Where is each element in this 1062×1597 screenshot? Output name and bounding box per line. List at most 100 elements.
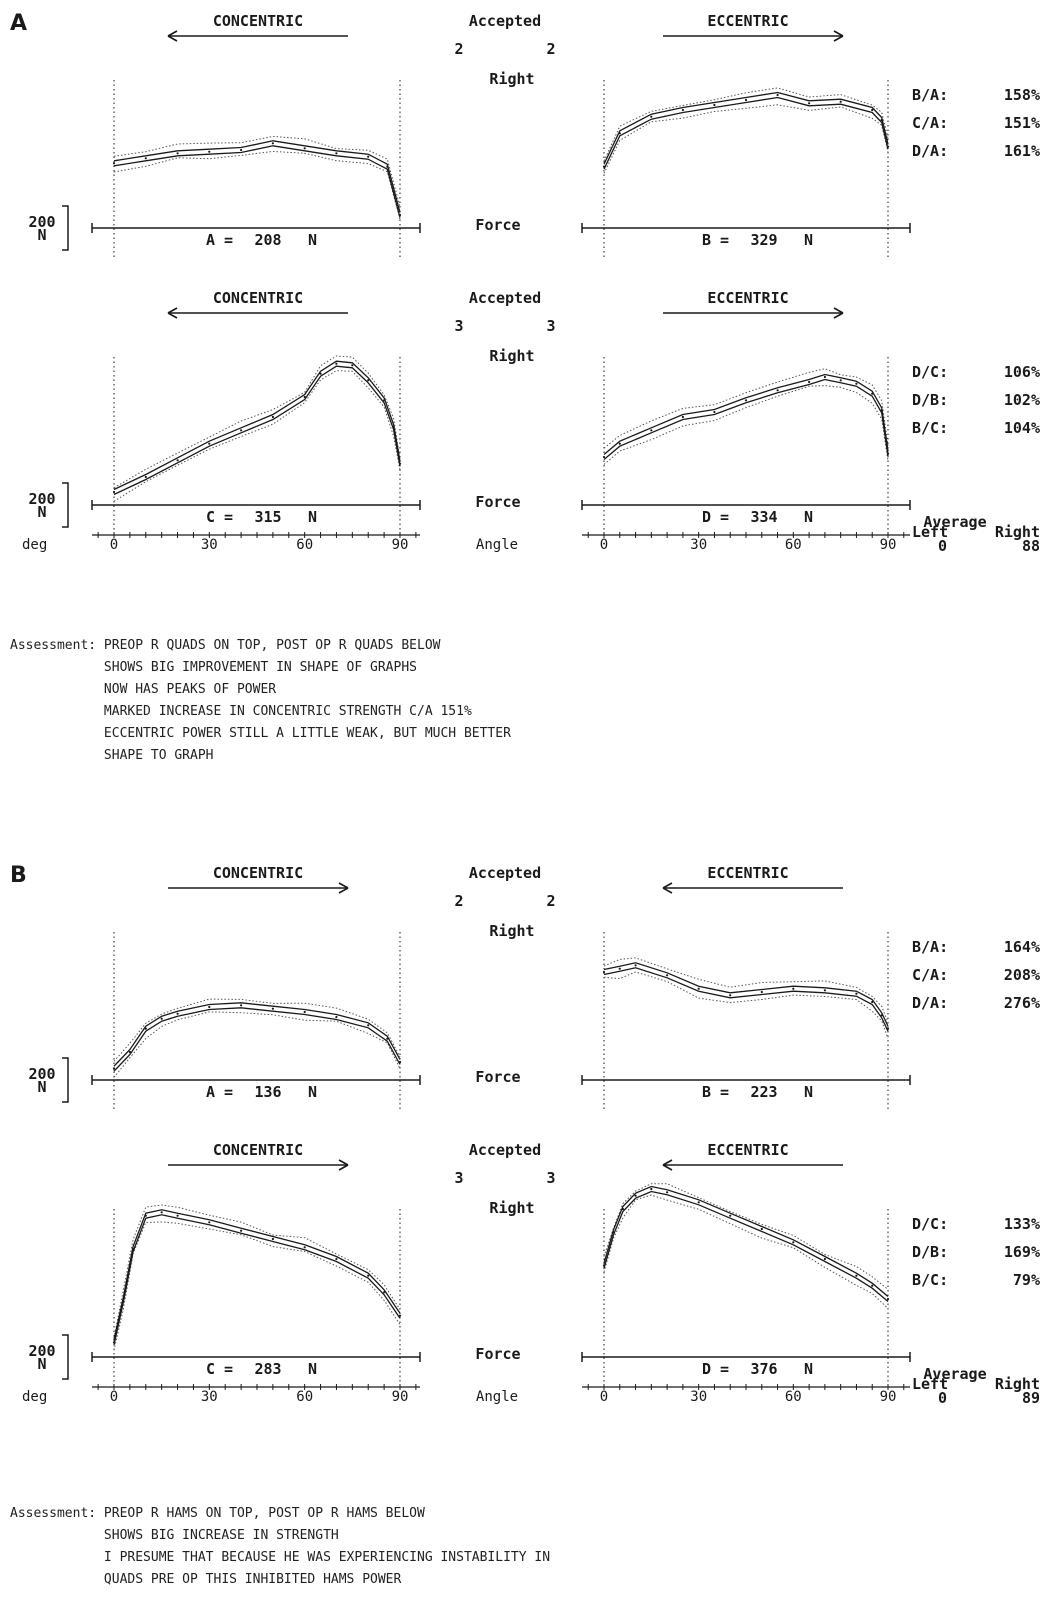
data-point	[650, 429, 653, 432]
data-point	[697, 987, 700, 990]
summary-unit: N	[804, 1360, 813, 1378]
mean-trace	[603, 91, 889, 165]
summary-label: B =	[702, 231, 729, 249]
side-label: Right	[489, 1199, 534, 1217]
data-point	[602, 970, 606, 974]
repetition-trace	[603, 368, 889, 449]
right-direction-arrow	[663, 30, 844, 42]
data-point	[160, 1211, 163, 1214]
average-right-value: 89	[1022, 1389, 1040, 1407]
right-direction-arrow	[662, 882, 843, 894]
mean-trace	[603, 1190, 889, 1302]
average-left-value: 0	[938, 537, 947, 555]
mean-trace	[113, 360, 401, 491]
data-point	[303, 395, 306, 399]
right-header: ECCENTRIC	[707, 289, 788, 307]
right-direction-arrow	[662, 1159, 843, 1171]
summary-label: D =	[702, 508, 729, 526]
data-point	[855, 1274, 858, 1277]
mean-trace	[113, 365, 401, 496]
scale-unit: N	[37, 226, 46, 244]
angle-tick-label: 30	[690, 1389, 707, 1405]
data-point	[618, 967, 621, 970]
summary-value: 283	[254, 1360, 281, 1378]
repetition-trace	[113, 1204, 401, 1338]
plot-b-c: C = 283 N 0 30 60 90	[110, 1204, 409, 1405]
side-label: Right	[489, 922, 534, 940]
left-header: CONCENTRIC	[213, 289, 303, 307]
data-point	[666, 1191, 669, 1194]
assessment-b: Assessment: PREOP R HAMS ON TOP, POST OP…	[10, 1506, 551, 1587]
data-point	[729, 1214, 732, 1217]
data-point	[650, 1187, 653, 1191]
data-point	[880, 409, 883, 412]
plot-b-d: D = 376 N 0 30 60 90	[600, 1183, 896, 1405]
ratio-value: 169%	[1004, 1243, 1040, 1261]
plot-a-a: A = 208 N	[112, 135, 402, 249]
ratio-value: 104%	[1004, 419, 1040, 437]
angle-tick-label: 90	[392, 1389, 409, 1405]
data-point	[144, 1214, 147, 1217]
data-point	[176, 1012, 179, 1015]
mean-trace	[603, 962, 889, 1027]
force-label: Force	[475, 216, 520, 234]
data-point	[386, 165, 389, 168]
data-point	[240, 1229, 243, 1232]
data-point	[871, 1000, 874, 1004]
data-point	[112, 1341, 116, 1344]
data-point	[392, 425, 395, 429]
ratio-name: B/A:	[912, 938, 948, 956]
data-point	[808, 380, 811, 384]
average-title: Average	[923, 1365, 986, 1383]
angle-tick-label: 30	[201, 1389, 218, 1405]
data-point	[855, 382, 858, 385]
average-left-label: Left	[912, 1375, 948, 1393]
summary-value: 334	[750, 508, 777, 526]
accepted-label: Accepted	[469, 864, 541, 882]
mean-trace	[603, 1185, 889, 1297]
data-point	[398, 462, 402, 465]
summary-value: 136	[254, 1083, 281, 1101]
right-direction-arrow	[663, 307, 844, 319]
average-title: Average	[923, 513, 986, 531]
summary-unit: N	[804, 508, 813, 526]
data-point	[760, 1227, 763, 1231]
mean-trace	[113, 1209, 401, 1340]
data-point	[792, 1241, 795, 1244]
plot-b-a: A = 136 N	[112, 998, 402, 1101]
ratio-name: B/A:	[912, 86, 948, 104]
ratio-value: 102%	[1004, 391, 1040, 409]
summary-label: A =	[206, 231, 233, 249]
data-point	[886, 1297, 890, 1301]
data-point	[855, 992, 858, 995]
force-label: Force	[475, 493, 520, 511]
data-point	[618, 132, 621, 135]
data-point	[144, 1027, 147, 1030]
ratio-name: D/A:	[912, 994, 948, 1012]
data-point	[398, 213, 402, 217]
repetition-trace	[603, 1194, 889, 1309]
plot-a-c: C = 315 N 0 30 60 90	[110, 355, 408, 553]
data-point	[871, 392, 874, 395]
summary-unit: N	[308, 231, 317, 249]
data-point	[666, 974, 669, 977]
accepted-label: Accepted	[469, 1141, 541, 1159]
plot-a-d: D = 334 N 0 30 60 90	[600, 368, 896, 553]
left-header: CONCENTRIC	[213, 864, 303, 882]
data-point	[634, 964, 637, 967]
summary-unit: N	[804, 231, 813, 249]
data-point	[634, 1194, 637, 1197]
accepted-count-right: 2	[546, 40, 555, 58]
data-point	[776, 389, 779, 392]
data-point	[839, 379, 842, 382]
data-point	[208, 1005, 211, 1009]
accepted-count-right: 3	[546, 317, 555, 335]
ratio-value: 79%	[1013, 1271, 1040, 1289]
accepted-count-left: 3	[454, 317, 463, 335]
repetition-trace	[113, 150, 401, 220]
repetition-trace	[113, 355, 401, 489]
accepted-count-right: 3	[546, 1169, 555, 1187]
data-point	[303, 1246, 306, 1249]
